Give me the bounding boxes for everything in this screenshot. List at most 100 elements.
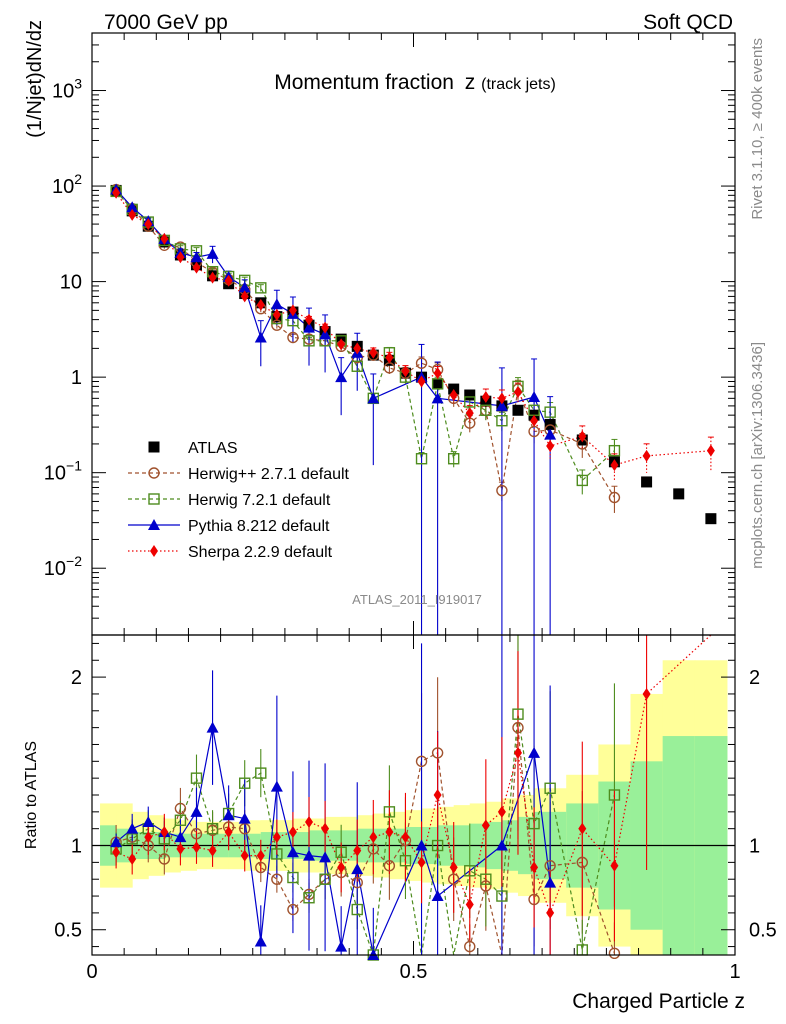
series-4-main-point [513,385,522,398]
series-4-main-point [272,308,281,321]
series-2-main-line [115,190,615,482]
series-1-ratio-point [255,861,267,874]
series-0-main-point [432,378,444,390]
series-1-ratio-point [415,755,428,768]
series-1-ratio-point [383,860,396,872]
series-4-ratio-point [305,815,314,828]
series-4-ratio-point [256,849,265,862]
series-2-main-point [351,360,363,372]
series-1-ratio-point [271,873,283,885]
series-4-main-point [610,459,619,472]
series-4-main-point [481,390,490,403]
series-2-ratio-point [287,871,299,884]
series-3-main-point [319,328,332,340]
series-4-main-point [578,430,587,443]
series-3-main-line [115,189,551,435]
x-tick-label: 0.5 [400,961,428,983]
series-0-main-point [705,513,717,525]
y-axis-label-main: (1/Njet)dN/dz [24,20,46,138]
series-3-main-point [528,390,541,402]
series-3-main-point [254,331,267,343]
series-1-main-point [496,484,508,497]
legend-label: Pythia 8.212 default [188,518,330,535]
series-1-main-point [287,331,299,344]
series-4-main-point [497,392,506,405]
series-3-ratio-point [286,846,299,858]
series-1-ratio-point [464,940,476,953]
series-2-ratio-point [544,782,556,794]
series-1-ratio-point [608,947,621,960]
series-4-main-point [369,346,378,359]
series-3-ratio-point [270,780,283,792]
series-3-main-point [126,201,139,213]
chart-title-sub: (track jets) [481,76,556,93]
series-markers [110,183,717,961]
series-2-main-point [447,453,460,465]
series-4-ratio-point [481,819,490,832]
main-y-tick-label: 102 [52,171,82,198]
series-4-main-point [417,375,426,388]
legend-label: ATLAS [188,440,238,457]
series-3-ratio-point [110,836,123,848]
series-2-ratio-point [351,903,363,916]
series-4-main-point [321,321,330,334]
series-2-ratio-point [399,854,412,867]
series-1-ratio-point [544,860,556,872]
series-4-main-point [337,338,346,351]
x-tick-label: 0 [86,961,97,983]
series-2-ratio-line [115,714,615,956]
main-y-tick-label: 1 [71,367,82,389]
series-2-main-point [255,282,267,294]
series-2-main-point [496,415,508,427]
series-1-ratio-point [174,802,187,815]
series-3-main-point [303,321,316,333]
series-4-ratio-point [385,826,394,839]
series-4-main-point [208,271,217,284]
series-4-ratio-point [513,746,522,759]
series-4-main-point [305,313,314,326]
series-4-ratio-point [337,861,346,874]
series-4-main-point [288,304,297,317]
chart-title-main: Momentum fraction [274,71,454,94]
series-3-ratio-point [238,812,251,824]
series-0-main-point [673,488,685,500]
series-2-ratio-point [206,822,219,835]
series-4-ratio-point [417,856,426,869]
series-3-main-point [206,247,219,259]
series-3-ratio-point [303,849,316,861]
series-4-ratio-point [288,826,297,839]
series-4-main-point [546,440,555,453]
series-2-ratio-point [480,873,492,885]
series-4-main-point [706,444,715,457]
series-4-ratio-point [321,822,330,835]
x-tick-label: 1 [729,961,740,983]
legend-entry: Herwig 7.2.1 default [128,492,331,509]
legend-marker [148,519,160,530]
series-3-main-point [544,428,557,440]
legend-entry: ATLAS [148,440,238,457]
series-2-ratio-point [255,767,267,779]
series-1-ratio-point [512,721,524,734]
series-4-ratio-point [240,849,249,862]
series-1-ratio-point [287,903,299,916]
series-4-main-point [642,449,651,462]
ratio-y-tick-label-left: 0.5 [54,920,82,942]
series-3-ratio-point [351,863,364,875]
series-2-ratio-point [496,890,508,902]
series-4-ratio-point [642,687,651,700]
series-3-main-point [270,298,283,310]
series-0-main-point [641,476,653,488]
series-4-main-point [192,261,201,274]
series-2-main-point [544,406,556,418]
chart-title: Momentum fraction z (track jets) [274,71,556,94]
series-3-ratio-line [115,727,551,958]
legend-entry: Pythia 8.212 default [128,518,330,535]
series-2-main-point [608,444,621,457]
mcplots-reference: mcplots.cern.ch [arXiv:1306.3436] [749,342,766,569]
series-3-main-point [335,371,348,383]
series-2-main-point [576,474,588,487]
series-2-ratio-point [528,817,540,830]
series-1-ratio-point [576,856,588,869]
